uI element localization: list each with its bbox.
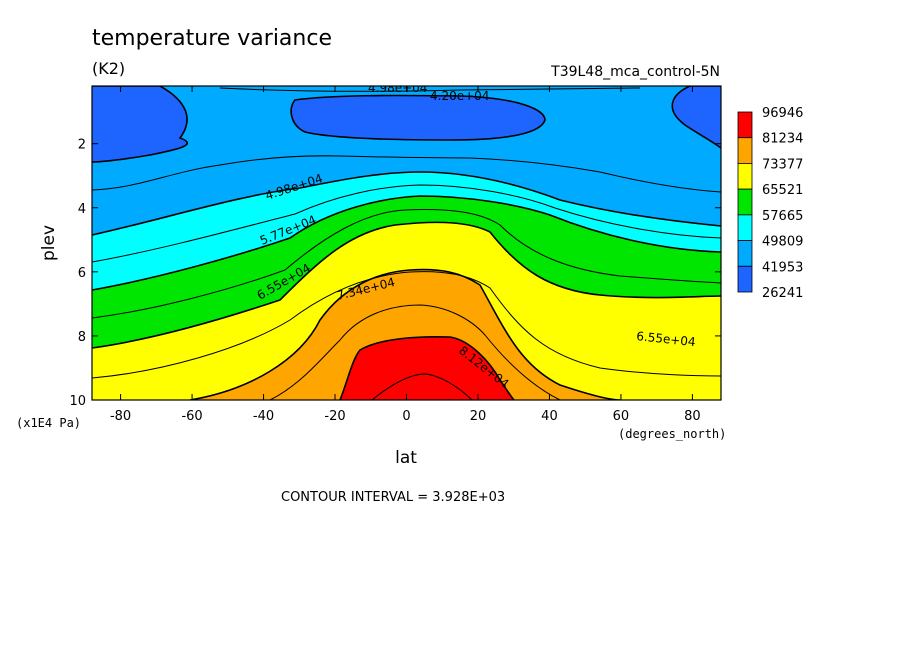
y-tick-label: 2 — [78, 138, 86, 153]
colorbar-label: 57665 — [762, 209, 803, 224]
contour-label: 6.55e+04 — [636, 329, 697, 349]
colorbar-swatch — [737, 240, 753, 267]
band-26241-41953-right — [672, 86, 721, 148]
band-26241-41953-center — [291, 95, 545, 140]
colorbar-swatch — [737, 163, 753, 190]
colorbar-swatch — [737, 111, 753, 139]
y-axis: 2 4 6 8 10 — [69, 138, 721, 409]
dataset-label: T39L48_mca_control-5N — [550, 64, 720, 80]
x-tick-label: 60 — [613, 409, 630, 424]
x-tick-label: -80 — [110, 409, 131, 424]
contour-field: 4.98e+04 4.20e+04 4.98e+04 5.77e+04 6.55… — [92, 81, 721, 400]
colorbar-label: 81234 — [762, 132, 803, 147]
colorbar-swatch — [737, 265, 753, 293]
y-tick-label: 4 — [78, 202, 86, 217]
x-tick-label: 20 — [470, 409, 487, 424]
colorbar-label: 96946 — [762, 106, 803, 121]
x-axis: -80 -60 -40 -20 0 20 40 60 80 — [110, 86, 701, 424]
colorbar-label: 41953 — [762, 260, 803, 275]
x-tick-label: -40 — [253, 409, 274, 424]
y-tick-label: 8 — [78, 330, 86, 345]
y-tick-label: 6 — [78, 266, 86, 281]
band-73377-81234 — [190, 269, 620, 400]
x-axis-label: lat — [395, 448, 417, 468]
colorbar-label: 65521 — [762, 183, 803, 198]
contour-lines — [92, 86, 721, 400]
chart-title: temperature variance — [92, 26, 332, 51]
contour-label: 4.98e+04 — [368, 81, 427, 95]
colorbar-swatch — [737, 214, 753, 241]
x-tick-label: -60 — [181, 409, 202, 424]
colorbar: 96946 81234 73377 65521 57665 49809 41953 26241 — [737, 106, 803, 301]
colorbar-swatch — [737, 188, 753, 216]
colorbar-label: 73377 — [762, 157, 803, 172]
y-axis-label: plev — [39, 225, 59, 261]
colorbar-swatch — [737, 137, 753, 164]
y-axis-units: (x1E4 Pa) — [16, 416, 81, 430]
x-tick-label: 40 — [541, 409, 558, 424]
chart-units: (K2) — [92, 59, 125, 78]
x-tick-label: 0 — [402, 409, 410, 424]
x-tick-label: 80 — [684, 409, 701, 424]
colorbar-label: 26241 — [762, 286, 803, 301]
x-tick-label: -20 — [324, 409, 345, 424]
band-26241-41953-left — [92, 86, 188, 162]
contour-label: 4.20e+04 — [430, 89, 489, 103]
colorbar-label: 49809 — [762, 235, 803, 250]
band-81234-96946 — [340, 336, 514, 400]
contour-interval-note: CONTOUR INTERVAL = 3.928E+03 — [281, 490, 505, 505]
y-tick-label: 10 — [69, 394, 86, 409]
x-axis-units: (degrees_north) — [618, 427, 726, 441]
